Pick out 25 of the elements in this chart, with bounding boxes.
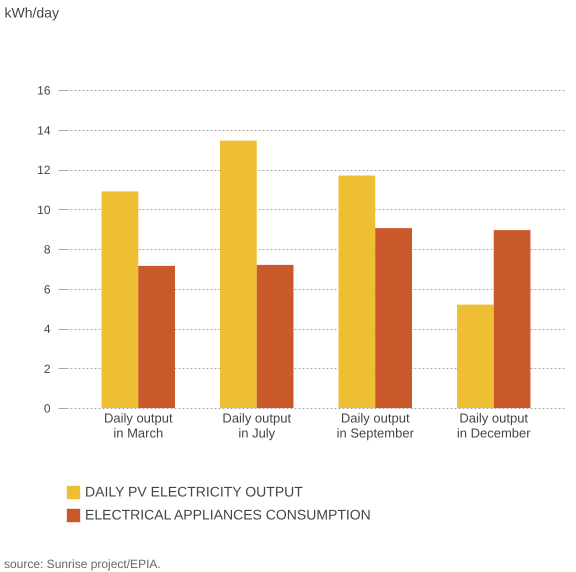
- x-tick-label: Daily output in December: [456, 410, 532, 440]
- y-tick-label: 6: [44, 282, 51, 296]
- bar: [220, 140, 257, 408]
- bar: [138, 266, 176, 408]
- source-note: source: Sunrise project/EPIA.: [4, 557, 161, 571]
- y-tick-label: 2: [44, 362, 51, 376]
- y-tick-label: 4: [44, 322, 51, 336]
- bar: [256, 264, 294, 408]
- bar: [338, 175, 376, 408]
- bar: [102, 191, 138, 408]
- y-tick-label: 0: [44, 402, 51, 416]
- y-tick-label: 16: [37, 84, 51, 98]
- legend-label: ELECTRICAL APPLIANCES CONSUMPTION: [85, 506, 371, 522]
- bar: [456, 304, 494, 408]
- bar: [375, 228, 412, 408]
- y-axis-title: kWh/day: [4, 4, 59, 20]
- y-tick-label: 14: [37, 123, 51, 138]
- x-tick-label: Daily output in July: [222, 410, 292, 440]
- x-tick-label: Daily output in March: [104, 410, 173, 440]
- legend-label: DAILY PV ELECTRICITY OUTPUT: [85, 484, 304, 500]
- y-tick-label: 10: [37, 202, 51, 217]
- x-tick-label: Daily output in September: [336, 410, 415, 440]
- y-tick-label: 8: [44, 242, 51, 256]
- bar: [494, 230, 530, 408]
- y-tick-label: 12: [37, 163, 51, 177]
